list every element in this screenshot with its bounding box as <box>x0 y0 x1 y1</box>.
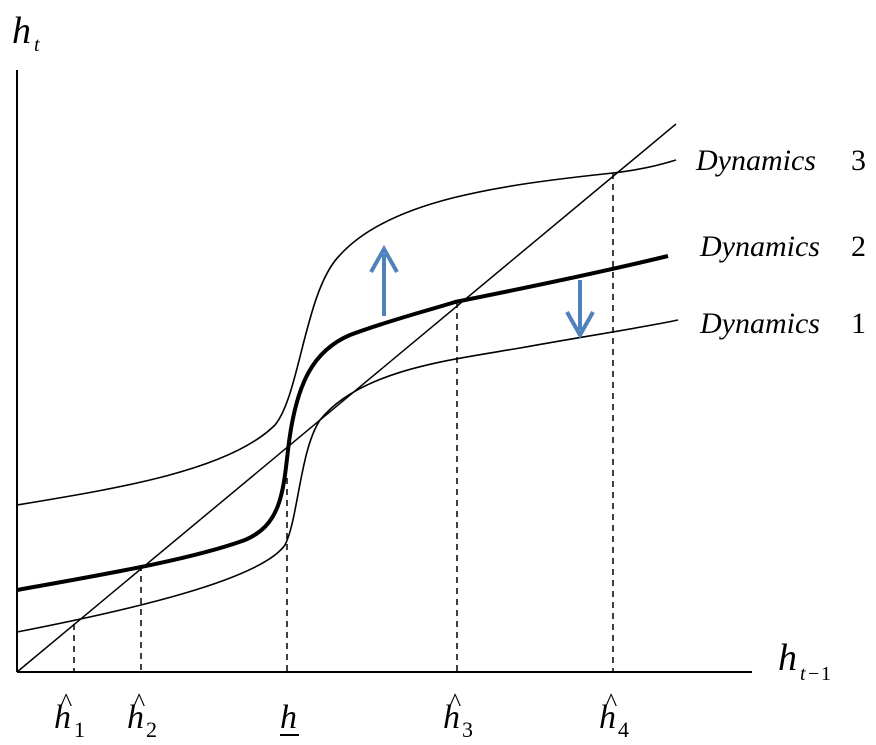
svg-text:−: − <box>808 663 819 685</box>
h-hat-1-label: ^ h 1 <box>54 688 85 742</box>
svg-text:h: h <box>54 699 71 736</box>
svg-text:h: h <box>778 637 797 679</box>
dynamics-1-curve <box>16 319 679 633</box>
h-hat-4-label: ^ h 4 <box>599 688 629 742</box>
svg-text:2: 2 <box>146 717 157 742</box>
svg-text:1: 1 <box>74 717 85 742</box>
svg-text:3: 3 <box>851 144 866 177</box>
svg-text:h: h <box>443 699 460 736</box>
dynamics-2-curve <box>16 254 669 592</box>
svg-text:1: 1 <box>851 307 866 340</box>
svg-text:h: h <box>127 699 144 736</box>
h-hat-3-label: ^ h 3 <box>443 688 473 742</box>
svg-text:^: ^ <box>133 688 145 717</box>
shift-down-arrow <box>565 280 595 340</box>
svg-text:^: ^ <box>605 688 617 717</box>
forty-five-degree-line <box>16 123 677 673</box>
svg-text:1: 1 <box>821 663 831 685</box>
svg-text:t: t <box>800 663 806 685</box>
svg-text:t: t <box>34 34 40 56</box>
svg-text:h: h <box>12 10 31 52</box>
svg-text:h: h <box>280 699 297 736</box>
shift-up-arrow <box>369 244 399 316</box>
svg-text:^: ^ <box>60 688 72 717</box>
x-axis-label: h t − 1 <box>778 637 831 685</box>
svg-text:^: ^ <box>449 688 461 717</box>
dynamics-1-label: Dynamics 1 <box>699 307 866 340</box>
svg-text:Dynamics: Dynamics <box>699 230 820 263</box>
h-hat-2-label: ^ h 2 <box>127 688 157 742</box>
svg-text:h: h <box>599 699 616 736</box>
dynamics-2-label: Dynamics 2 <box>699 230 866 263</box>
svg-text:Dynamics: Dynamics <box>695 144 816 177</box>
svg-text:Dynamics: Dynamics <box>699 307 820 340</box>
y-axis-label: h t <box>12 10 40 56</box>
svg-text:4: 4 <box>618 717 629 742</box>
dynamics-3-label: Dynamics 3 <box>695 144 866 177</box>
svg-text:2: 2 <box>851 230 866 263</box>
svg-text:3: 3 <box>462 717 473 742</box>
h-underline-label: h <box>280 699 299 736</box>
